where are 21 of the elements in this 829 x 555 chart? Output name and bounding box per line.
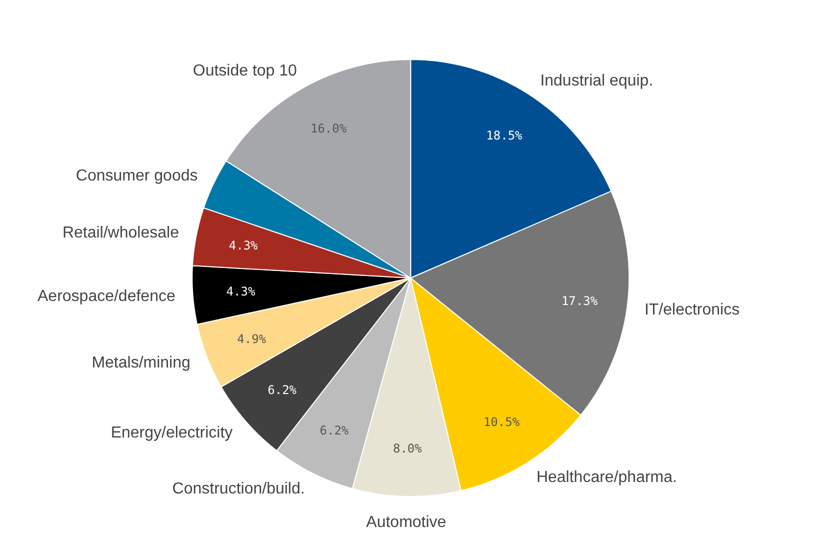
data-label: 6.2% (268, 382, 298, 397)
slice-label: Retail/wholesale (62, 224, 180, 242)
slice-label: Metals/mining (92, 354, 190, 372)
data-label: 10.5% (483, 415, 520, 430)
slice-label: IT/electronics (644, 301, 740, 318)
data-label: 16.0% (310, 122, 348, 136)
slice-label: Energy/electricity (110, 424, 233, 442)
slice-label: Aerospace/defence (38, 288, 176, 306)
slice-label: Automotive (366, 514, 446, 531)
slice-label: Healthcare/pharma. (536, 469, 677, 486)
slice-label: Industrial equip. (540, 72, 654, 90)
data-label: 8.0% (392, 441, 423, 456)
slice-label: Consumer goods (76, 168, 198, 185)
data-label: 18.5% (486, 128, 524, 143)
data-label: 4.9% (237, 332, 267, 346)
data-label: 4.3% (228, 238, 259, 253)
slice-label: Construction/build. (172, 480, 305, 498)
data-label: 17.3% (561, 294, 598, 308)
slice-label: Outside top 10 (192, 62, 298, 80)
data-label: 6.2% (320, 423, 350, 438)
data-label: 4.3% (226, 284, 256, 298)
